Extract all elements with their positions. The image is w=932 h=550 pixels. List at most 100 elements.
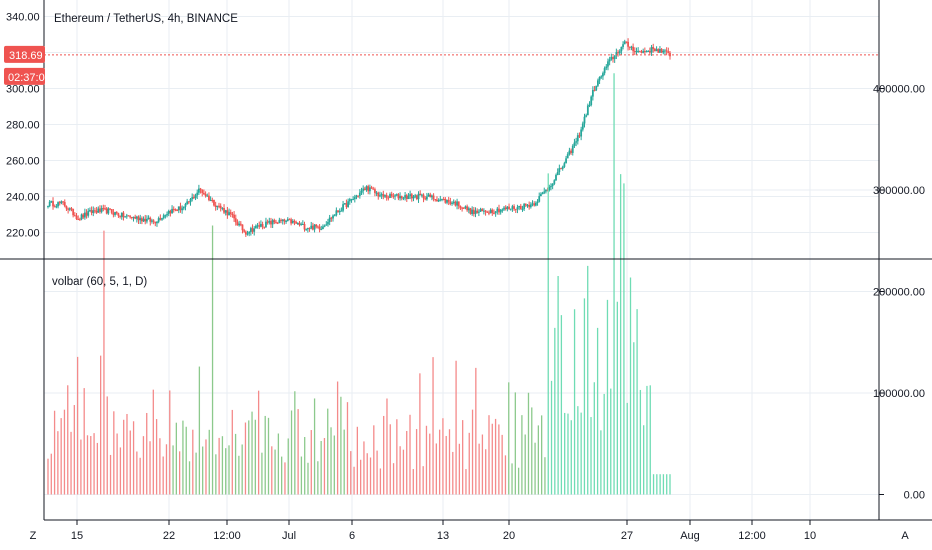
candle — [67, 207, 70, 214]
candle — [171, 205, 173, 214]
candle — [560, 167, 562, 170]
candle — [241, 224, 244, 234]
candle — [296, 222, 299, 226]
auto-scale-icon[interactable]: A — [901, 530, 909, 542]
candle — [283, 218, 286, 225]
candle — [243, 228, 246, 233]
candle — [360, 187, 363, 196]
candle — [645, 50, 648, 53]
candle — [105, 207, 108, 215]
candle — [434, 199, 437, 202]
time-tick-label: 27 — [621, 530, 633, 542]
candle — [608, 56, 611, 66]
candle — [533, 201, 536, 207]
candle — [410, 192, 413, 202]
candle — [498, 204, 500, 215]
candle — [362, 185, 365, 195]
candle — [426, 192, 428, 201]
candle — [192, 194, 195, 200]
volume-pane[interactable] — [47, 73, 671, 495]
candle — [348, 197, 351, 205]
candle — [102, 204, 105, 212]
candle — [603, 66, 606, 76]
candle — [62, 201, 64, 206]
price-axis-ticks[interactable]: 340.00 300.00 280.00 260.00 240.00 220.00 — [6, 12, 40, 240]
candle — [648, 47, 651, 56]
candle — [353, 194, 356, 203]
time-tick-label: 6 — [349, 530, 355, 542]
price-tick-label: 340.00 — [6, 12, 40, 24]
candle — [419, 190, 422, 196]
candle — [196, 189, 199, 200]
candle — [142, 216, 145, 222]
time-axis-ticks[interactable]: 15 22 12:00 Jul 6 13 20 27 Aug 12:00 10 — [71, 520, 816, 542]
candle — [315, 224, 318, 229]
candle — [627, 38, 629, 51]
candle — [317, 225, 319, 229]
candle — [548, 184, 551, 192]
right-scale-button[interactable]: A — [901, 530, 909, 542]
candle — [219, 203, 222, 212]
candle — [595, 85, 598, 92]
price-tick-label: 240.00 — [6, 192, 40, 204]
candle — [457, 201, 460, 210]
time-tick-label: Jul — [282, 530, 296, 542]
candle — [521, 205, 524, 212]
candle — [372, 186, 375, 190]
candle — [239, 221, 242, 227]
candle — [365, 185, 368, 192]
candle — [384, 194, 386, 198]
candle — [550, 183, 552, 191]
candle — [112, 208, 115, 218]
candle — [519, 203, 522, 210]
candle — [110, 209, 113, 215]
candle — [187, 201, 190, 205]
candle — [642, 48, 645, 54]
volume-axis-ticks[interactable]: 400000.00 300000.00 200000.00 100000.00 0.00 — [873, 84, 925, 502]
candle — [224, 209, 227, 216]
candle — [635, 47, 638, 56]
candle — [597, 78, 599, 88]
candle — [300, 222, 303, 226]
candle — [213, 199, 215, 207]
candle — [583, 113, 586, 128]
candle — [514, 208, 517, 213]
candle — [580, 126, 583, 141]
time-tick-label: 13 — [437, 530, 449, 542]
candle — [276, 221, 279, 225]
candle — [199, 187, 202, 194]
candle — [543, 187, 546, 195]
time-tick-label: 12:00 — [738, 530, 766, 542]
candle — [472, 206, 475, 217]
candle — [523, 202, 526, 212]
candle — [270, 217, 272, 228]
price-pane[interactable] — [47, 38, 671, 237]
candle — [203, 189, 205, 196]
candle — [221, 207, 224, 211]
candle — [191, 193, 194, 202]
candle — [115, 211, 118, 215]
candle — [404, 191, 407, 201]
candle — [249, 226, 252, 236]
candle — [58, 200, 61, 206]
candle — [501, 208, 504, 213]
candle — [633, 47, 636, 56]
candle — [612, 56, 614, 63]
candle — [223, 204, 225, 215]
candle — [328, 214, 331, 226]
candle — [77, 215, 80, 221]
candle — [89, 207, 91, 212]
left-scale-button[interactable]: Z — [30, 530, 37, 542]
candle — [489, 208, 492, 214]
candle — [117, 212, 120, 218]
time-tick-label: 22 — [163, 530, 175, 542]
candle — [377, 191, 380, 200]
candle — [355, 194, 358, 200]
candle — [424, 196, 427, 201]
timezone-icon[interactable]: Z — [30, 530, 37, 542]
candle — [258, 221, 261, 230]
candle — [467, 206, 470, 214]
candle — [452, 199, 455, 205]
candle — [248, 231, 251, 237]
candle — [301, 220, 304, 225]
